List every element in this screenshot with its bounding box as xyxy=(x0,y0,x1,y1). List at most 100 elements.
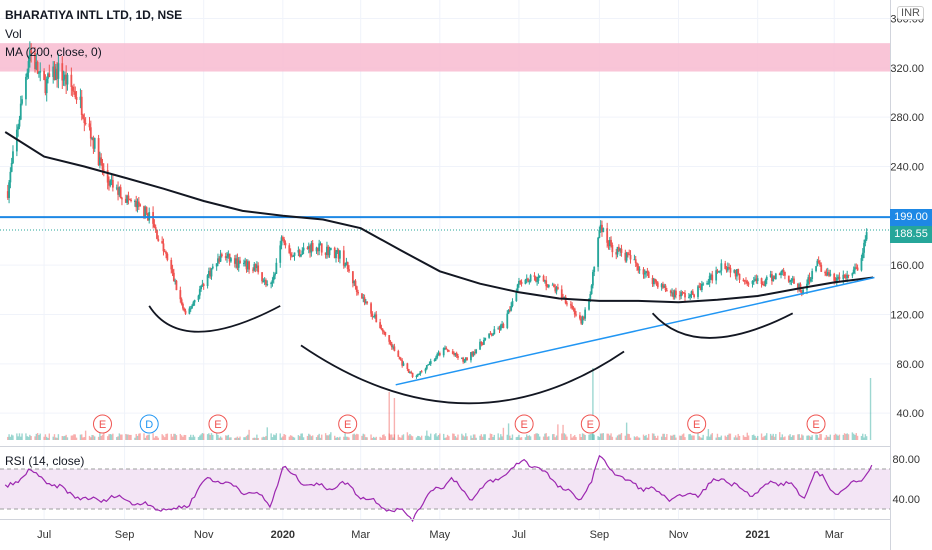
volume-bar xyxy=(374,437,376,440)
candle-body xyxy=(851,273,854,276)
candle-body xyxy=(480,341,483,344)
time-tick-label: Mar xyxy=(351,529,370,541)
candle-body xyxy=(415,375,418,377)
time-tick-label: 2020 xyxy=(271,529,295,541)
candle-body xyxy=(219,254,222,262)
dividend-marker xyxy=(139,414,159,434)
volume-bar xyxy=(733,437,736,440)
candle-body xyxy=(371,313,374,317)
candle-body xyxy=(736,269,738,277)
earnings-marker xyxy=(338,414,358,434)
volume-bar xyxy=(657,435,659,440)
volume-bar xyxy=(597,436,599,440)
candle-body xyxy=(847,274,850,276)
candle-body xyxy=(581,316,584,324)
volume-bar xyxy=(389,434,392,440)
trendline[interactable] xyxy=(395,276,875,386)
candle-body xyxy=(493,329,496,335)
candle-body xyxy=(121,198,123,200)
candle-body xyxy=(838,276,841,280)
volume-bar xyxy=(352,434,354,440)
candle-body xyxy=(590,285,593,295)
volume-bar xyxy=(457,434,459,440)
candle-body xyxy=(100,157,103,164)
candle-body xyxy=(743,280,746,282)
volume-bar xyxy=(79,434,82,440)
candle-body xyxy=(420,371,423,373)
volume-bar xyxy=(171,436,174,440)
volume-bar xyxy=(825,435,828,440)
volume-bar xyxy=(802,435,804,440)
volume-bar xyxy=(555,435,558,440)
candle-body xyxy=(588,298,590,310)
volume-bar xyxy=(217,434,219,440)
candle-body xyxy=(437,353,440,355)
volume-bar xyxy=(729,433,732,440)
volume-bar xyxy=(108,434,110,440)
volume-bar xyxy=(463,436,466,440)
candle-body xyxy=(525,278,528,280)
candle-body xyxy=(634,259,637,264)
volume-bar xyxy=(526,434,528,440)
volume-bar xyxy=(356,433,358,440)
candle-body xyxy=(127,195,130,200)
volume-bar xyxy=(462,435,464,440)
symbol-title[interactable]: BHARATIYA INTL LTD, 1D, NSE xyxy=(5,8,183,22)
volume-bar xyxy=(798,434,800,440)
drawn-arcs[interactable] xyxy=(148,305,794,405)
candle-body xyxy=(453,353,455,355)
time-tick-label: Jul xyxy=(37,529,51,541)
volume-bar xyxy=(362,433,364,440)
rsi-legend[interactable]: RSI (14, close) xyxy=(5,454,85,468)
candle-body xyxy=(551,284,554,286)
candle-body xyxy=(407,368,410,373)
candle-body xyxy=(689,294,692,297)
volume-bar xyxy=(653,433,655,440)
volume-bar xyxy=(610,433,612,440)
candle-body xyxy=(619,248,622,251)
volume-bar xyxy=(444,437,446,440)
volume-bar xyxy=(808,435,811,440)
candle-body xyxy=(611,245,614,253)
ma-legend[interactable]: MA (200, close, 0) xyxy=(5,45,102,59)
candle-body xyxy=(825,273,828,276)
candle-body xyxy=(538,275,541,277)
currency-badge[interactable]: INR xyxy=(897,6,924,20)
time-axis[interactable]: Jul Sep Nov 2020 Mar May Jul Sep Nov 2021 Mar xyxy=(37,529,844,541)
candle-body xyxy=(252,269,254,271)
candle-body xyxy=(307,246,310,249)
candle-body xyxy=(266,284,269,286)
candle-body xyxy=(470,352,472,361)
volume-bar xyxy=(836,434,838,440)
volume-bar xyxy=(528,435,531,440)
candle-body xyxy=(390,343,393,348)
volume-bar xyxy=(44,434,47,440)
rsi-axis[interactable]: 40.00 80.00 xyxy=(892,454,920,506)
candle-body xyxy=(597,237,599,267)
volume-bar xyxy=(62,436,65,440)
volume-bar xyxy=(806,435,808,440)
candle-body xyxy=(793,278,795,284)
volume-bar xyxy=(693,435,695,440)
candle-body xyxy=(571,305,574,309)
candle-body xyxy=(769,274,772,278)
volume-bar xyxy=(506,434,508,440)
time-tick-label: Sep xyxy=(590,529,610,541)
candle-body xyxy=(481,343,484,345)
candle-body xyxy=(429,361,432,364)
candle-body xyxy=(628,254,631,256)
candle-body xyxy=(819,262,821,265)
drawn-arc xyxy=(651,312,794,339)
candle-body xyxy=(179,290,182,300)
volume-bar xyxy=(39,433,41,440)
candle-body xyxy=(464,357,467,361)
candle-body xyxy=(828,272,830,276)
volume-bar xyxy=(192,434,195,440)
candle-body xyxy=(682,292,685,294)
volume-legend[interactable]: Vol xyxy=(5,27,22,41)
candle-body xyxy=(327,246,330,256)
candle-body xyxy=(355,286,358,292)
candle-body xyxy=(492,334,494,336)
